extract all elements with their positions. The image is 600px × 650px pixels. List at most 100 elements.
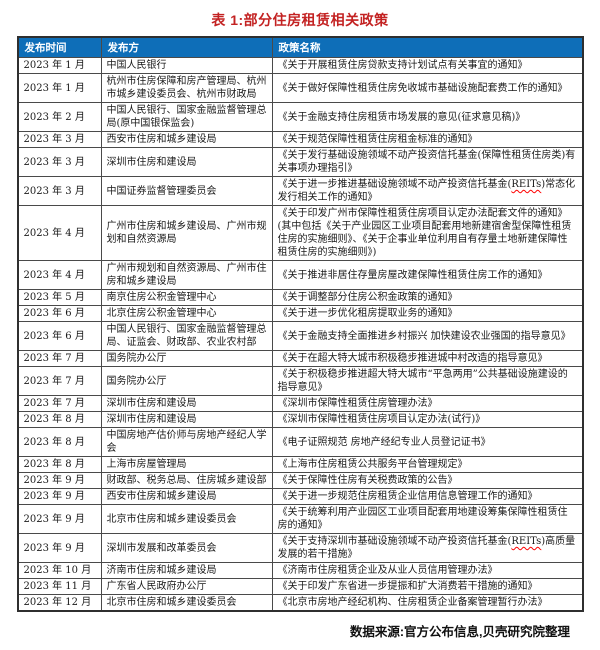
policy-table: 发布时间 发布方 政策名称 2023 年 1 月中国人民银行 《关于开展租赁住房贷…: [16, 36, 584, 612]
publish-date-cell: 2023 年 7 月: [17, 350, 102, 367]
table-row: 2023 年 4 月广州市住房和城乡建设局、广州市规划和自然资源局 《关于印发广州…: [17, 205, 583, 261]
publish-date-cell: 2023 年 8 月: [17, 411, 102, 428]
table-row: 2023 年 4 月广州市规划和自然资源局、广州市住房和城乡建设局 《关于推进非居…: [17, 260, 583, 290]
table-row: 2023 年 9 月北京市住房和城乡建设委员会 《关于统筹利用产业园区工业项目配套…: [17, 504, 583, 534]
table-row: 2023 年 8 月上海市房屋管理局 《上海市住房租赁公共服务平台管理规定》: [17, 456, 583, 473]
table-row: 2023 年 9 月深圳市发展和改革委员会 《关于支持深圳市基础设施领域不动产投资…: [17, 533, 583, 563]
policy-cell: 《深圳市保障性租赁住房管理办法》: [271, 395, 583, 412]
publisher-cell: 国务院办公厅: [100, 350, 273, 367]
col-header-publisher: 发布方: [100, 36, 273, 58]
publisher-cell: 中国证券监督管理委员会: [100, 176, 273, 206]
publisher-cell: 中国人民银行、国家金融监督管理总局(原中国银保监会): [100, 102, 273, 132]
policy-cell: 《关于做好保障性租赁住房免收城市基础设施配套费工作的通知》: [271, 73, 583, 103]
table-row: 2023 年 3 月深圳市住房和建设局 《关于发行基础设施领域不动产投资信托基金(…: [17, 147, 583, 177]
publish-date-cell: 2023 年 11 月: [17, 578, 102, 595]
table-title: 表 1:部分住房租赁相关政策: [211, 12, 389, 28]
policy-cell: 《济南市住房租赁企业及从业人员信用管理办法》: [271, 562, 583, 579]
publish-date-cell: 2023 年 9 月: [17, 504, 102, 534]
publisher-cell: 中国人民银行、国家金融监督管理总局、证监会、财政部、农业农村部: [100, 321, 273, 351]
table-row: 2023 年 9 月财政部、税务总局、住房城乡建设部 《关于保障性住房有关税费政策…: [17, 472, 583, 489]
policy-cell: 《关于发行基础设施领域不动产投资信托基金(保障性租赁住房类)有关事项办理指引》: [271, 147, 583, 177]
publish-date-cell: 2023 年 6 月: [17, 305, 102, 322]
reits-spellcheck-underline: REITs: [511, 179, 542, 190]
publisher-cell: 北京住房公积金管理中心: [100, 305, 273, 322]
policy-cell: 《关于进一步推进基础设施领域不动产投资信托基金(REITs)常态化发行相关工作的…: [271, 176, 583, 206]
publisher-cell: 国务院办公厅: [100, 366, 273, 396]
publisher-cell: 北京市住房和城乡建设委员会: [100, 594, 273, 612]
header-row: 发布时间 发布方 政策名称: [17, 36, 583, 58]
publisher-cell: 广州市规划和自然资源局、广州市住房和城乡建设局: [100, 260, 273, 290]
publisher-cell: 深圳市发展和改革委员会: [100, 533, 273, 563]
publish-date-cell: 2023 年 10 月: [17, 562, 102, 579]
col-header-publish-date: 发布时间: [17, 36, 102, 58]
publisher-cell: 南京住房公积金管理中心: [100, 289, 273, 306]
policy-cell: 《关于推进非居住存量房屋改建保障性租赁住房工作的通知》: [271, 260, 583, 290]
policy-cell: 《关于调整部分住房公积金政策的通知》: [271, 289, 583, 306]
publish-date-cell: 2023 年 4 月: [17, 205, 102, 261]
table-row: 2023 年 12 月北京市住房和城乡建设委员会 《北京市房地产经纪机构、住房租赁…: [17, 594, 583, 612]
publisher-cell: 西安市住房和城乡建设局: [100, 488, 273, 505]
publish-date-cell: 2023 年 5 月: [17, 289, 102, 306]
publish-date-cell: 2023 年 8 月: [17, 427, 102, 457]
publisher-cell: 杭州市住房保障和房产管理局、杭州市城乡建设委员会、杭州市财政局: [100, 73, 273, 103]
policy-cell: 《上海市住房租赁公共服务平台管理规定》: [271, 456, 583, 473]
policy-cell: 《关于规范保障性租赁住房租金标准的通知》: [271, 131, 583, 148]
data-source-note: 数据来源:官方公布信息,贝壳研究院整理: [349, 625, 570, 639]
publish-date-cell: 2023 年 6 月: [17, 321, 102, 351]
publish-date-cell: 2023 年 4 月: [17, 260, 102, 290]
publish-date-cell: 2023 年 7 月: [17, 395, 102, 412]
publish-date-cell: 2023 年 9 月: [17, 533, 102, 563]
publish-date-cell: 2023 年 8 月: [17, 456, 102, 473]
table-row: 2023 年 7 月国务院办公厅 《关于积极稳步推进超大特大城市“平急两用”公共基…: [17, 366, 583, 396]
table-row: 2023 年 8 月深圳市住房和建设局 《深圳市保障性租赁住房项目认定办法(试行)…: [17, 411, 583, 428]
policy-cell: 《关于进一步规范住房租赁企业信用信息管理工作的通知》: [271, 488, 583, 505]
policy-cell: 《关于支持深圳市基础设施领域不动产投资信托基金(REITs)高质量发展的若干措施…: [271, 533, 583, 563]
policy-cell: 《北京市房地产经纪机构、住房租赁企业备案管理暂行办法》: [271, 594, 583, 612]
policy-cell: 《关于在超大特大城市积极稳步推进城中村改造的指导意见》: [271, 350, 583, 367]
publish-date-cell: 2023 年 9 月: [17, 472, 102, 489]
publisher-cell: 深圳市住房和建设局: [100, 147, 273, 177]
publisher-cell: 深圳市住房和建设局: [100, 411, 273, 428]
publisher-cell: 财政部、税务总局、住房城乡建设部: [100, 472, 273, 489]
publish-date-cell: 2023 年 1 月: [17, 73, 102, 103]
publisher-cell: 西安市住房和城乡建设局: [100, 131, 273, 148]
table-row: 2023 年 3 月中国证券监督管理委员会 《关于进一步推进基础设施领域不动产投资…: [17, 176, 583, 206]
table-row: 2023 年 1 月中国人民银行 《关于开展租赁住房贷款支持计划试点有关事宜的通知…: [17, 57, 583, 74]
publish-date-cell: 2023 年 7 月: [17, 366, 102, 396]
policy-cell: 《关于印发广州市保障性租赁住房项目认定办法配套文件的通知》(其中包括《关于产业园…: [271, 205, 583, 261]
publish-date-cell: 2023 年 1 月: [17, 57, 102, 74]
publish-date-cell: 2023 年 9 月: [17, 488, 102, 505]
table-row: 2023 年 8 月中国房地产估价师与房地产经纪人学会 《电子证照规范 房地产经纪…: [17, 427, 583, 457]
table-row: 2023 年 1 月杭州市住房保障和房产管理局、杭州市城乡建设委员会、杭州市财政…: [17, 73, 583, 103]
publisher-cell: 北京市住房和城乡建设委员会: [100, 504, 273, 534]
publish-date-cell: 2023 年 12 月: [17, 594, 102, 612]
publisher-cell: 上海市房屋管理局: [100, 456, 273, 473]
policy-cell: 《关于进一步优化租房提取业务的通知》: [271, 305, 583, 322]
table-row: 2023 年 7 月深圳市住房和建设局 《深圳市保障性租赁住房管理办法》: [17, 395, 583, 412]
policy-cell: 《深圳市保障性租赁住房项目认定办法(试行)》: [271, 411, 583, 428]
policy-cell: 《关于保障性住房有关税费政策的公告》: [271, 472, 583, 489]
publish-date-cell: 2023 年 3 月: [17, 176, 102, 206]
publish-date-cell: 2023 年 3 月: [17, 147, 102, 177]
table-row: 2023 年 5 月南京住房公积金管理中心 《关于调整部分住房公积金政策的通知》: [17, 289, 583, 306]
publish-date-cell: 2023 年 2 月: [17, 102, 102, 132]
table-header: 发布时间 发布方 政策名称: [17, 36, 583, 58]
col-header-policy-name: 政策名称: [271, 36, 583, 58]
policy-cell: 《关于开展租赁住房贷款支持计划试点有关事宜的通知》: [271, 57, 583, 74]
policy-cell: 《关于金融支持全面推进乡村振兴 加快建设农业强国的指导意见》: [271, 321, 583, 351]
policy-cell: 《关于金融支持住房租赁市场发展的意见(征求意见稿)》: [271, 102, 583, 132]
publish-date-cell: 2023 年 3 月: [17, 131, 102, 148]
policy-cell: 《关于印发广东省进一步提振和扩大消费若干措施的通知》: [271, 578, 583, 595]
table-row: 2023 年 7 月国务院办公厅 《关于在超大特大城市积极稳步推进城中村改造的指导…: [17, 350, 583, 367]
publisher-cell: 中国房地产估价师与房地产经纪人学会: [100, 427, 273, 457]
policy-cell: 《关于统筹利用产业园区工业项目配套用地建设筹集保障性租赁住房的通知》: [271, 504, 583, 534]
table-row: 2023 年 11 月广东省人民政府办公厅 《关于印发广东省进一步提振和扩大消费若…: [17, 578, 583, 595]
publisher-cell: 广州市住房和城乡建设局、广州市规划和自然资源局: [100, 205, 273, 261]
reits-spellcheck-underline: REITs: [511, 536, 542, 547]
table-row: 2023 年 6 月北京住房公积金管理中心 《关于进一步优化租房提取业务的通知》: [17, 305, 583, 322]
table-body: 2023 年 1 月中国人民银行 《关于开展租赁住房贷款支持计划试点有关事宜的通知…: [17, 57, 583, 612]
table-row: 2023 年 2 月中国人民银行、国家金融监督管理总局(原中国银保监会) 《关于金…: [17, 102, 583, 132]
publisher-cell: 济南市住房和城乡建设局: [100, 562, 273, 579]
policy-cell: 《电子证照规范 房地产经纪专业人员登记证书》: [271, 427, 583, 457]
